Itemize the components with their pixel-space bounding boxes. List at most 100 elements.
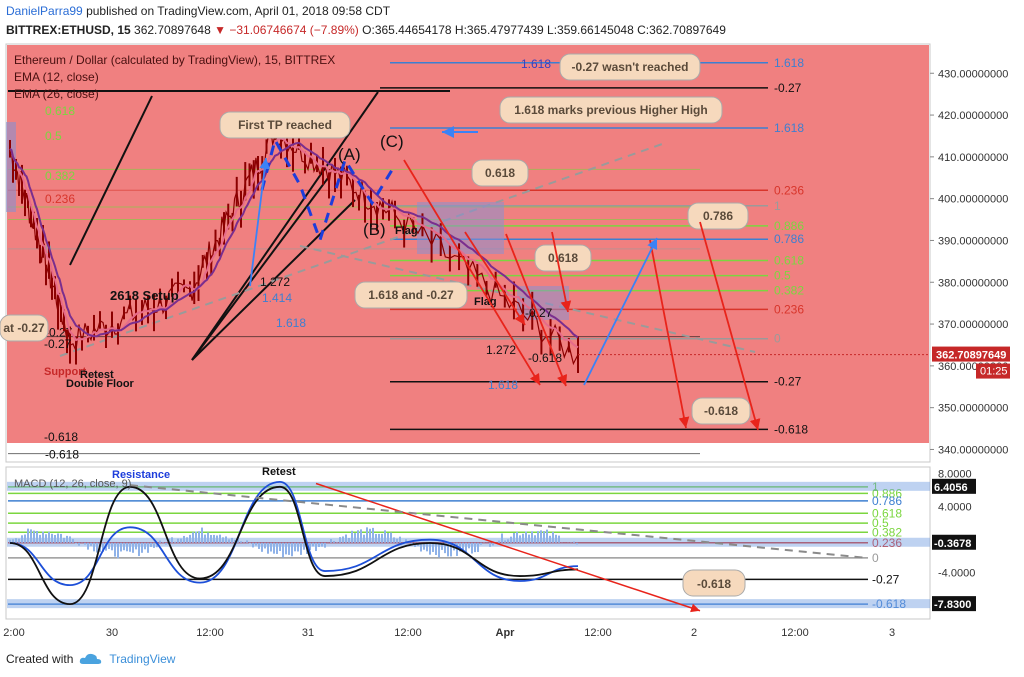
- price-tick-label: 390.00000000: [938, 235, 1008, 247]
- macd-badge-text: -7.8300: [934, 599, 971, 611]
- fib-label: -0.618: [774, 422, 808, 436]
- price-tick-label: 430.00000000: [938, 68, 1008, 80]
- chart-canvas[interactable]: 1.618-0.271.6180.23610.8860.7860.6180.50…: [0, 0, 1024, 640]
- chart-label: 1.618: [521, 57, 551, 71]
- fib-label: 1.618: [774, 56, 804, 70]
- current-price-tag: [932, 346, 1010, 362]
- red-arrow: [464, 231, 526, 326]
- blue-arrow: [249, 157, 271, 287]
- elliott-wave: [260, 135, 394, 245]
- red-arrow: [699, 221, 761, 431]
- publish-line: DanielParra99 published on TradingView.c…: [6, 4, 390, 18]
- ema-fast-line: [9, 137, 579, 349]
- macd-badge: [932, 478, 976, 494]
- chart-label: 1.618: [276, 316, 306, 330]
- price-tick-label: 400.00000000: [938, 194, 1008, 206]
- macd-dashed-trendline: [129, 484, 867, 559]
- fib-label: -0.27: [774, 375, 802, 389]
- annotation-box: [682, 569, 746, 597]
- countdown-text: 01:25: [980, 366, 1008, 378]
- macd-tick-label: 8.0000: [938, 469, 972, 481]
- chart-label: 1.414: [262, 291, 292, 305]
- annotation-text: 1.618 marks previous Higher High: [514, 103, 707, 117]
- price-tick-label: 340.00000000: [938, 444, 1008, 456]
- red-arrow: [551, 231, 572, 313]
- ema-fast-legend: EMA (12, close): [14, 70, 99, 84]
- macd-fib-label: -0.618: [872, 597, 906, 611]
- chart-title: Ethereum / Dollar (calculated by Trading…: [14, 53, 335, 67]
- time-tick-label: 2: [691, 627, 697, 639]
- annotation-text: -0.27 wasn't reached: [572, 60, 689, 74]
- footer: Created with TradingView: [6, 652, 175, 666]
- retest-label: Retest: [262, 466, 296, 478]
- fib-label: 0.236: [774, 183, 804, 197]
- ema-slow-line: [9, 141, 579, 339]
- current-price-text: 362.70897649: [936, 350, 1006, 362]
- chart-label: 1.272: [260, 275, 290, 289]
- author-link[interactable]: DanielParra99: [6, 4, 83, 18]
- close-value: C:362.70897649: [637, 23, 726, 37]
- blue-arrow: [583, 237, 658, 386]
- fib-label: 0: [774, 332, 781, 346]
- annotation-text: 1.618 and -0.27: [368, 288, 454, 302]
- time-tick-label: 12:00: [584, 627, 612, 639]
- annotation-text: First TP reached: [238, 118, 332, 132]
- red-arrow: [403, 159, 541, 386]
- trendline: [69, 95, 153, 266]
- last-price: 362.70897648: [134, 23, 211, 37]
- macd-fib-label: 0.5: [872, 516, 889, 530]
- annotation-box: [0, 314, 49, 342]
- fib-label: 0.786: [774, 232, 804, 246]
- fib-label: 0.5: [774, 269, 791, 283]
- annotation-text: 0.786: [703, 209, 733, 223]
- fib-label: 1: [774, 199, 781, 213]
- macd-fib-label: -0.27: [872, 572, 900, 586]
- annotation-text: -0.618: [697, 577, 731, 591]
- countdown-tag: [976, 363, 1010, 379]
- down-triangle-icon: ▼: [214, 23, 227, 37]
- tradingview-brand-link[interactable]: TradingView: [109, 652, 176, 666]
- annotation-box: [534, 244, 592, 272]
- flag-box: [517, 286, 569, 320]
- resistance-label: Resistance: [112, 469, 170, 481]
- macd-badge-text: 6.4056: [934, 482, 968, 494]
- macd-legend: MACD (12, 26, close, 9): [14, 478, 131, 490]
- macd-tick-label: 4.0000: [938, 502, 972, 514]
- fib-label: 0.618: [774, 254, 804, 268]
- chart-label: Flag: [395, 225, 418, 237]
- red-arrow: [505, 233, 568, 387]
- chart-label: Support: [44, 366, 86, 378]
- annotation-text: at -0.27: [3, 321, 45, 335]
- left-fib-label: 0.382: [45, 169, 75, 183]
- price-tick-label: 420.00000000: [938, 110, 1008, 122]
- chart-label: Retest: [80, 369, 114, 381]
- annotation-box: [219, 111, 351, 139]
- chart-label: 1.618: [488, 378, 518, 392]
- macd-fib-label: 0.236: [872, 536, 902, 550]
- macd-fib-label: 0.786: [872, 494, 902, 508]
- time-tick-label: 12:00: [781, 627, 809, 639]
- macd-tick-label: -4.0000: [938, 568, 975, 580]
- tradingview-cloud-icon: [80, 653, 102, 664]
- chart-label: (C): [380, 132, 404, 151]
- left-fib-label: 0.618: [45, 104, 75, 118]
- annotation-box: [354, 281, 468, 309]
- open-value: O:365.44654178: [362, 23, 452, 37]
- price-line: [9, 127, 579, 366]
- trendline: [191, 91, 379, 361]
- macd-band: [7, 599, 930, 609]
- left-fib-label: 0.5: [45, 129, 62, 143]
- time-tick-label: 3: [889, 627, 895, 639]
- annotation-box: [559, 53, 701, 81]
- chart-label: -0.27: [525, 306, 553, 320]
- symbol: BITTREX:ETHUSD, 15: [6, 23, 131, 37]
- chart-label: (A): [338, 145, 361, 164]
- chart-label: Double Floor: [66, 378, 135, 390]
- published-text: published on TradingView.com, April 01, …: [86, 4, 391, 18]
- left-fib-label: -0.618: [45, 448, 79, 462]
- chart-label: 2618 Setup: [110, 288, 179, 303]
- time-tick-label: 12:00: [394, 627, 422, 639]
- macd-badge: [932, 534, 976, 550]
- time-tick-label: 2:00: [3, 627, 24, 639]
- chart-label: 1.272: [486, 343, 516, 357]
